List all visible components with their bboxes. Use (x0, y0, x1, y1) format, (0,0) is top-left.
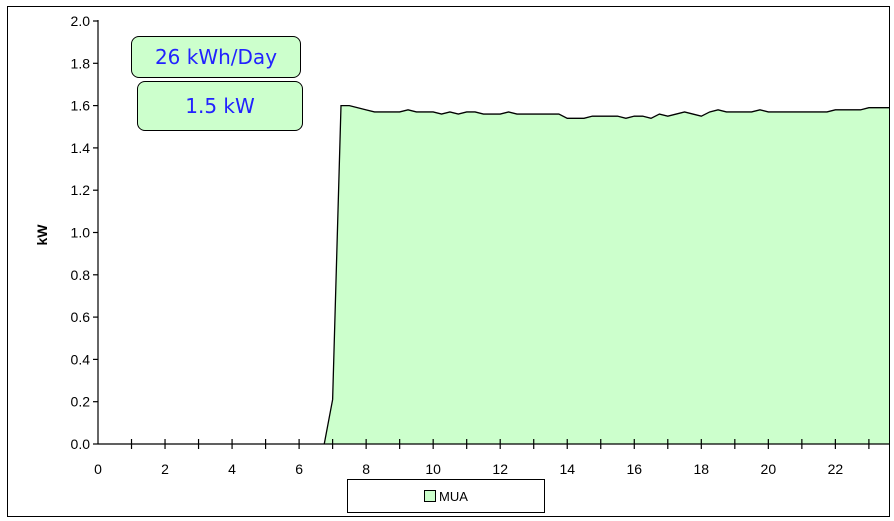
y-tick-label: 2.0 (71, 13, 91, 29)
x-tick-label: 18 (694, 461, 710, 477)
legend-swatch-mua (424, 490, 437, 502)
x-tick-label: 6 (295, 461, 303, 477)
x-tick-label: 16 (626, 461, 642, 477)
energy-per-day-callout: 26 kWh/Day (131, 36, 301, 78)
x-tick-label: 22 (828, 461, 844, 477)
y-tick-label: 0.2 (71, 394, 91, 410)
x-tick-label: 14 (559, 461, 575, 477)
x-tick-label: 0 (94, 461, 102, 477)
x-tick-label: 2 (161, 461, 169, 477)
x-tick-label: 12 (492, 461, 508, 477)
y-tick-label: 0.8 (71, 267, 91, 283)
y-tick-label: 1.4 (71, 140, 91, 156)
y-tick-label: 1.6 (71, 98, 91, 114)
chart-legend: MUA (347, 479, 545, 513)
y-tick-label: 1.8 (71, 55, 91, 71)
x-tick-label: 8 (362, 461, 370, 477)
y-axis-title: kW (34, 224, 50, 246)
y-tick-label: 0.6 (71, 309, 91, 325)
x-tick-label: 20 (761, 461, 777, 477)
series-area-mua (98, 105, 889, 444)
average-power-callout: 1.5 kW (137, 81, 303, 131)
series-line-mua (323, 104, 889, 445)
y-tick-label: 1.0 (71, 225, 91, 241)
y-tick-label: 0.0 (71, 436, 91, 452)
legend-label-mua: MUA (439, 488, 468, 504)
x-tick-label: 4 (228, 461, 236, 477)
y-tick-label: 0.4 (71, 351, 91, 367)
x-tick-label: 10 (425, 461, 441, 477)
y-tick-label: 1.2 (71, 182, 91, 198)
